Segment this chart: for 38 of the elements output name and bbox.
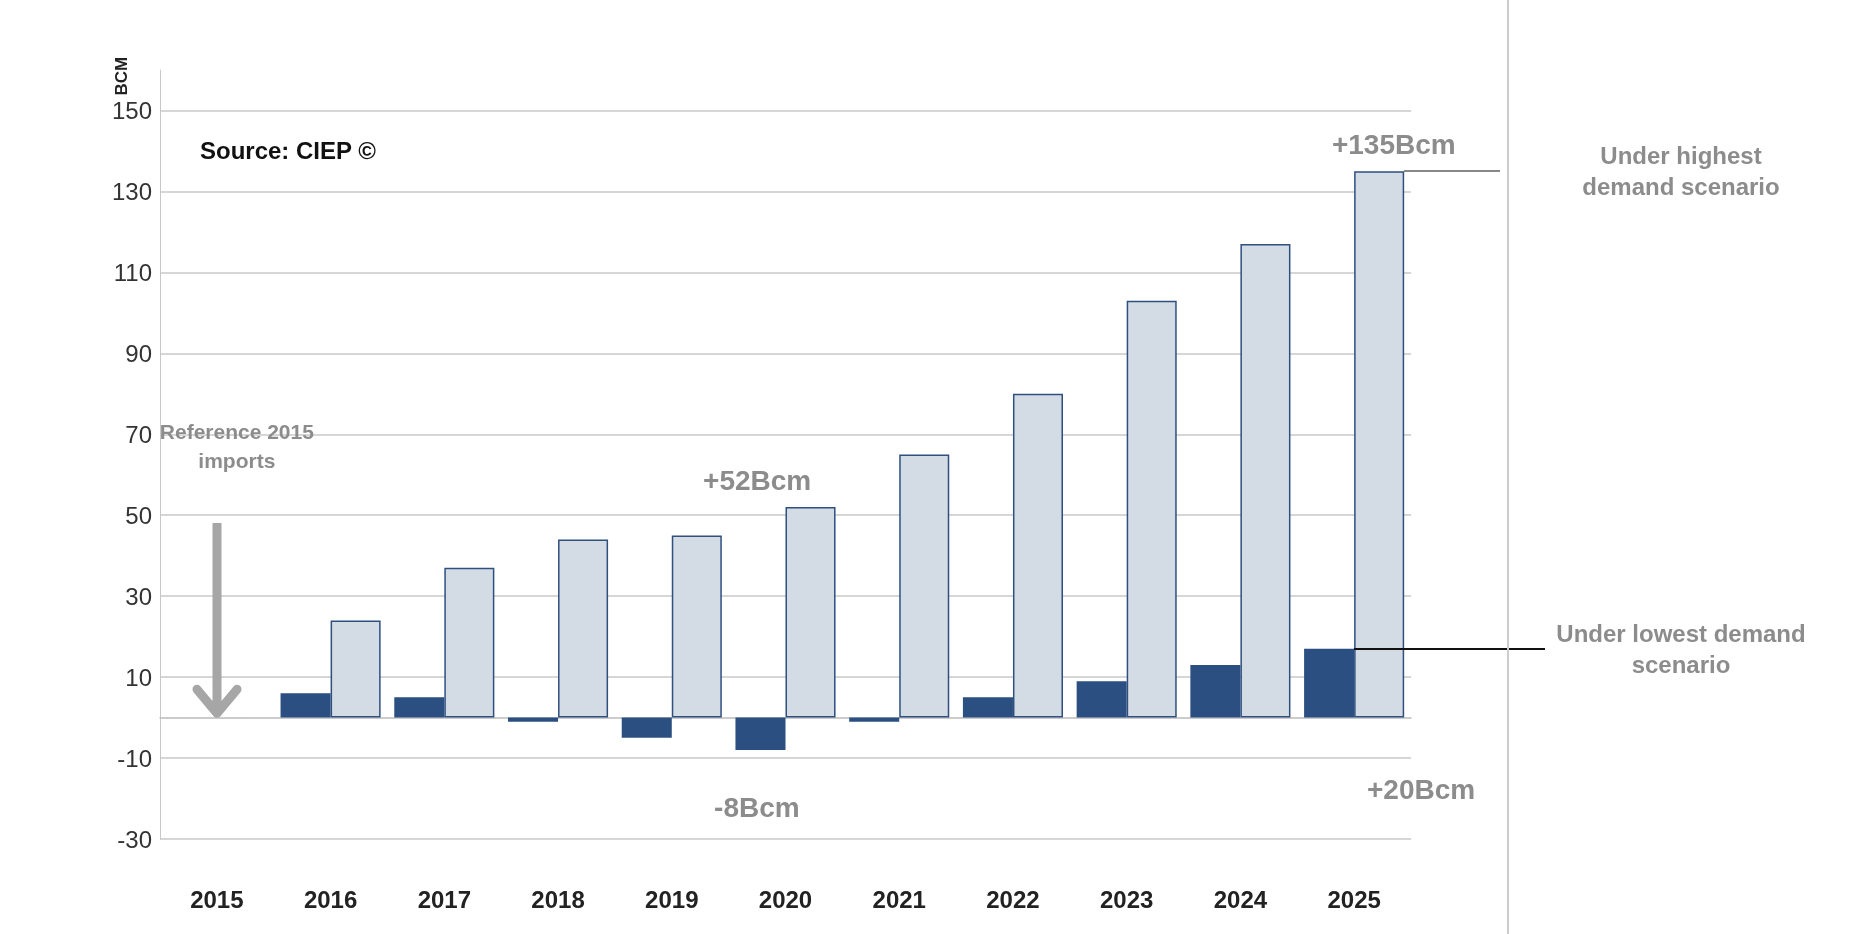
x-tick-label: 2025 [1327, 885, 1381, 913]
x-tick-label: 2019 [645, 885, 699, 913]
y-tick-label: 50 [125, 501, 152, 529]
y-tick-label: -10 [117, 744, 152, 772]
x-tick-label: 2017 [417, 885, 472, 913]
bar [849, 717, 900, 722]
y-tick-label: 150 [111, 96, 152, 124]
y-tick-label: 90 [125, 339, 152, 367]
annotation: Source: CIEP © [200, 136, 376, 165]
x-tick-label: 2020 [758, 885, 813, 913]
y-tick-label: 110 [113, 258, 152, 286]
bar [621, 717, 672, 738]
y-tick-label: 70 [125, 420, 152, 448]
bar [899, 454, 950, 718]
y-tick-label: 130 [111, 177, 152, 205]
annotation: Reference 2015 imports [159, 419, 314, 473]
x-tick-label: 2018 [531, 885, 585, 913]
annotation: +135Bcm [1331, 129, 1456, 162]
x-tick-label: 2022 [986, 885, 1040, 913]
bar [508, 717, 559, 722]
x-tick-label: 2021 [872, 885, 926, 913]
annotation: +52Bcm [703, 465, 812, 498]
x-tick-label: 2016 [303, 885, 358, 913]
bar [558, 539, 609, 718]
bar [735, 717, 786, 750]
y-tick-label: 30 [125, 582, 152, 610]
x-tick-label: 2015 [190, 885, 244, 913]
text: Under lowest demand scenario [1555, 618, 1807, 680]
bar [785, 507, 836, 718]
x-tick-label: 2024 [1213, 885, 1268, 913]
y-tick-label: 10 [125, 663, 152, 691]
x-tick-label: 2023 [1099, 885, 1154, 913]
bar [671, 535, 722, 718]
annotation: -8Bcm [714, 791, 800, 824]
y-axis-title: BCM [112, 56, 131, 96]
annotation: +20Bcm [1367, 774, 1476, 807]
text: Under highest demand scenario [1581, 141, 1781, 203]
y-tick-label: -30 [117, 825, 152, 853]
